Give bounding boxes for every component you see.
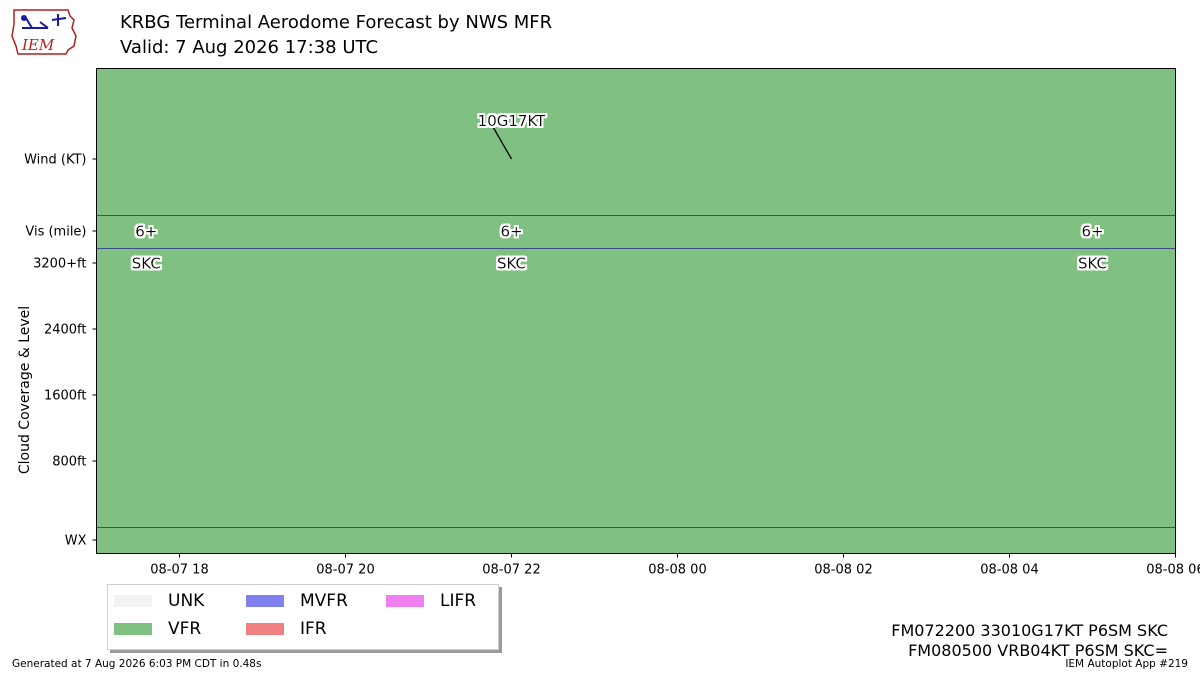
legend-swatch-unk: [114, 595, 152, 607]
wind-barb-0: [491, 125, 513, 160]
legend-swatch-mvfr: [246, 595, 284, 607]
vis-label-0: 6+: [135, 223, 157, 241]
chart-subtitle: Valid: 7 Aug 2026 17:38 UTC: [120, 37, 379, 58]
wind-barb-flag-0: [491, 117, 500, 127]
legend-item-lifr: LIFR: [386, 591, 476, 611]
category-period-0: [96, 68, 1176, 554]
legend-swatch-lifr: [386, 595, 424, 607]
legend-swatch-ifr: [246, 623, 284, 635]
logo-text: IEM: [21, 36, 55, 54]
legend-swatch-vfr: [114, 623, 152, 635]
xtick-label-2: 08-07 22: [482, 563, 540, 578]
cloud-label-1: SKC: [497, 255, 526, 273]
generated-note: Generated at 7 Aug 2026 6:03 PM CDT in 0…: [12, 658, 262, 670]
legend-item-ifr: IFR: [246, 619, 327, 639]
xtick-label-4: 08-08 02: [814, 563, 872, 578]
taf-line-1: FM072200 33010G17KT P6SM SKC: [891, 621, 1168, 640]
ytick-cloud-0-label: 3200+ft: [33, 257, 86, 272]
iem-logo: IEM: [11, 9, 77, 55]
xtick-label-5: 08-08 04: [980, 563, 1038, 578]
wind-label-0: 10G17KT: [478, 112, 546, 130]
app-id: IEM Autoplot App #219: [1065, 658, 1188, 670]
vis-label-1: 6+: [500, 223, 522, 241]
plot-frame: [96, 68, 1176, 554]
legend-item-vfr: VFR: [114, 619, 201, 639]
ytick-wx-label: WX: [65, 534, 87, 549]
legend: UNK VFR MVFR IFR LIFR: [107, 584, 499, 650]
taf-line-2: FM080500 VRB04KT P6SM SKC=: [908, 641, 1168, 660]
cloud-axis-label: Cloud Coverage & Level: [17, 306, 33, 474]
xtick-label-3: 08-08 00: [648, 563, 706, 578]
ytick-cloud-3-label: 800ft: [52, 455, 86, 470]
ytick-cloud-1-label: 2400ft: [44, 323, 87, 338]
legend-item-mvfr: MVFR: [246, 591, 348, 611]
legend-item-unk: UNK: [114, 591, 204, 611]
ytick-vis-label: Vis (mile): [25, 225, 86, 240]
xtick-label-6: 08-08 06: [1146, 563, 1200, 578]
ytick-wind-label: Wind (KT): [24, 153, 86, 168]
ytick-cloud-2-label: 1600ft: [44, 389, 87, 404]
cloud-label-0: SKC: [132, 255, 161, 273]
taf-chart: Wind (KT) Vis (mile) 3200+ft 2400ft 1600ft 80…: [17, 68, 1200, 578]
xtick-label-0: 08-07 18: [150, 563, 208, 578]
xtick-label-1: 08-07 20: [316, 563, 374, 578]
chart-title: KRBG Terminal Aerodome Forecast by NWS M…: [120, 12, 553, 33]
vis-label-2: 6+: [1081, 223, 1103, 241]
cloud-label-2: SKC: [1078, 255, 1107, 273]
